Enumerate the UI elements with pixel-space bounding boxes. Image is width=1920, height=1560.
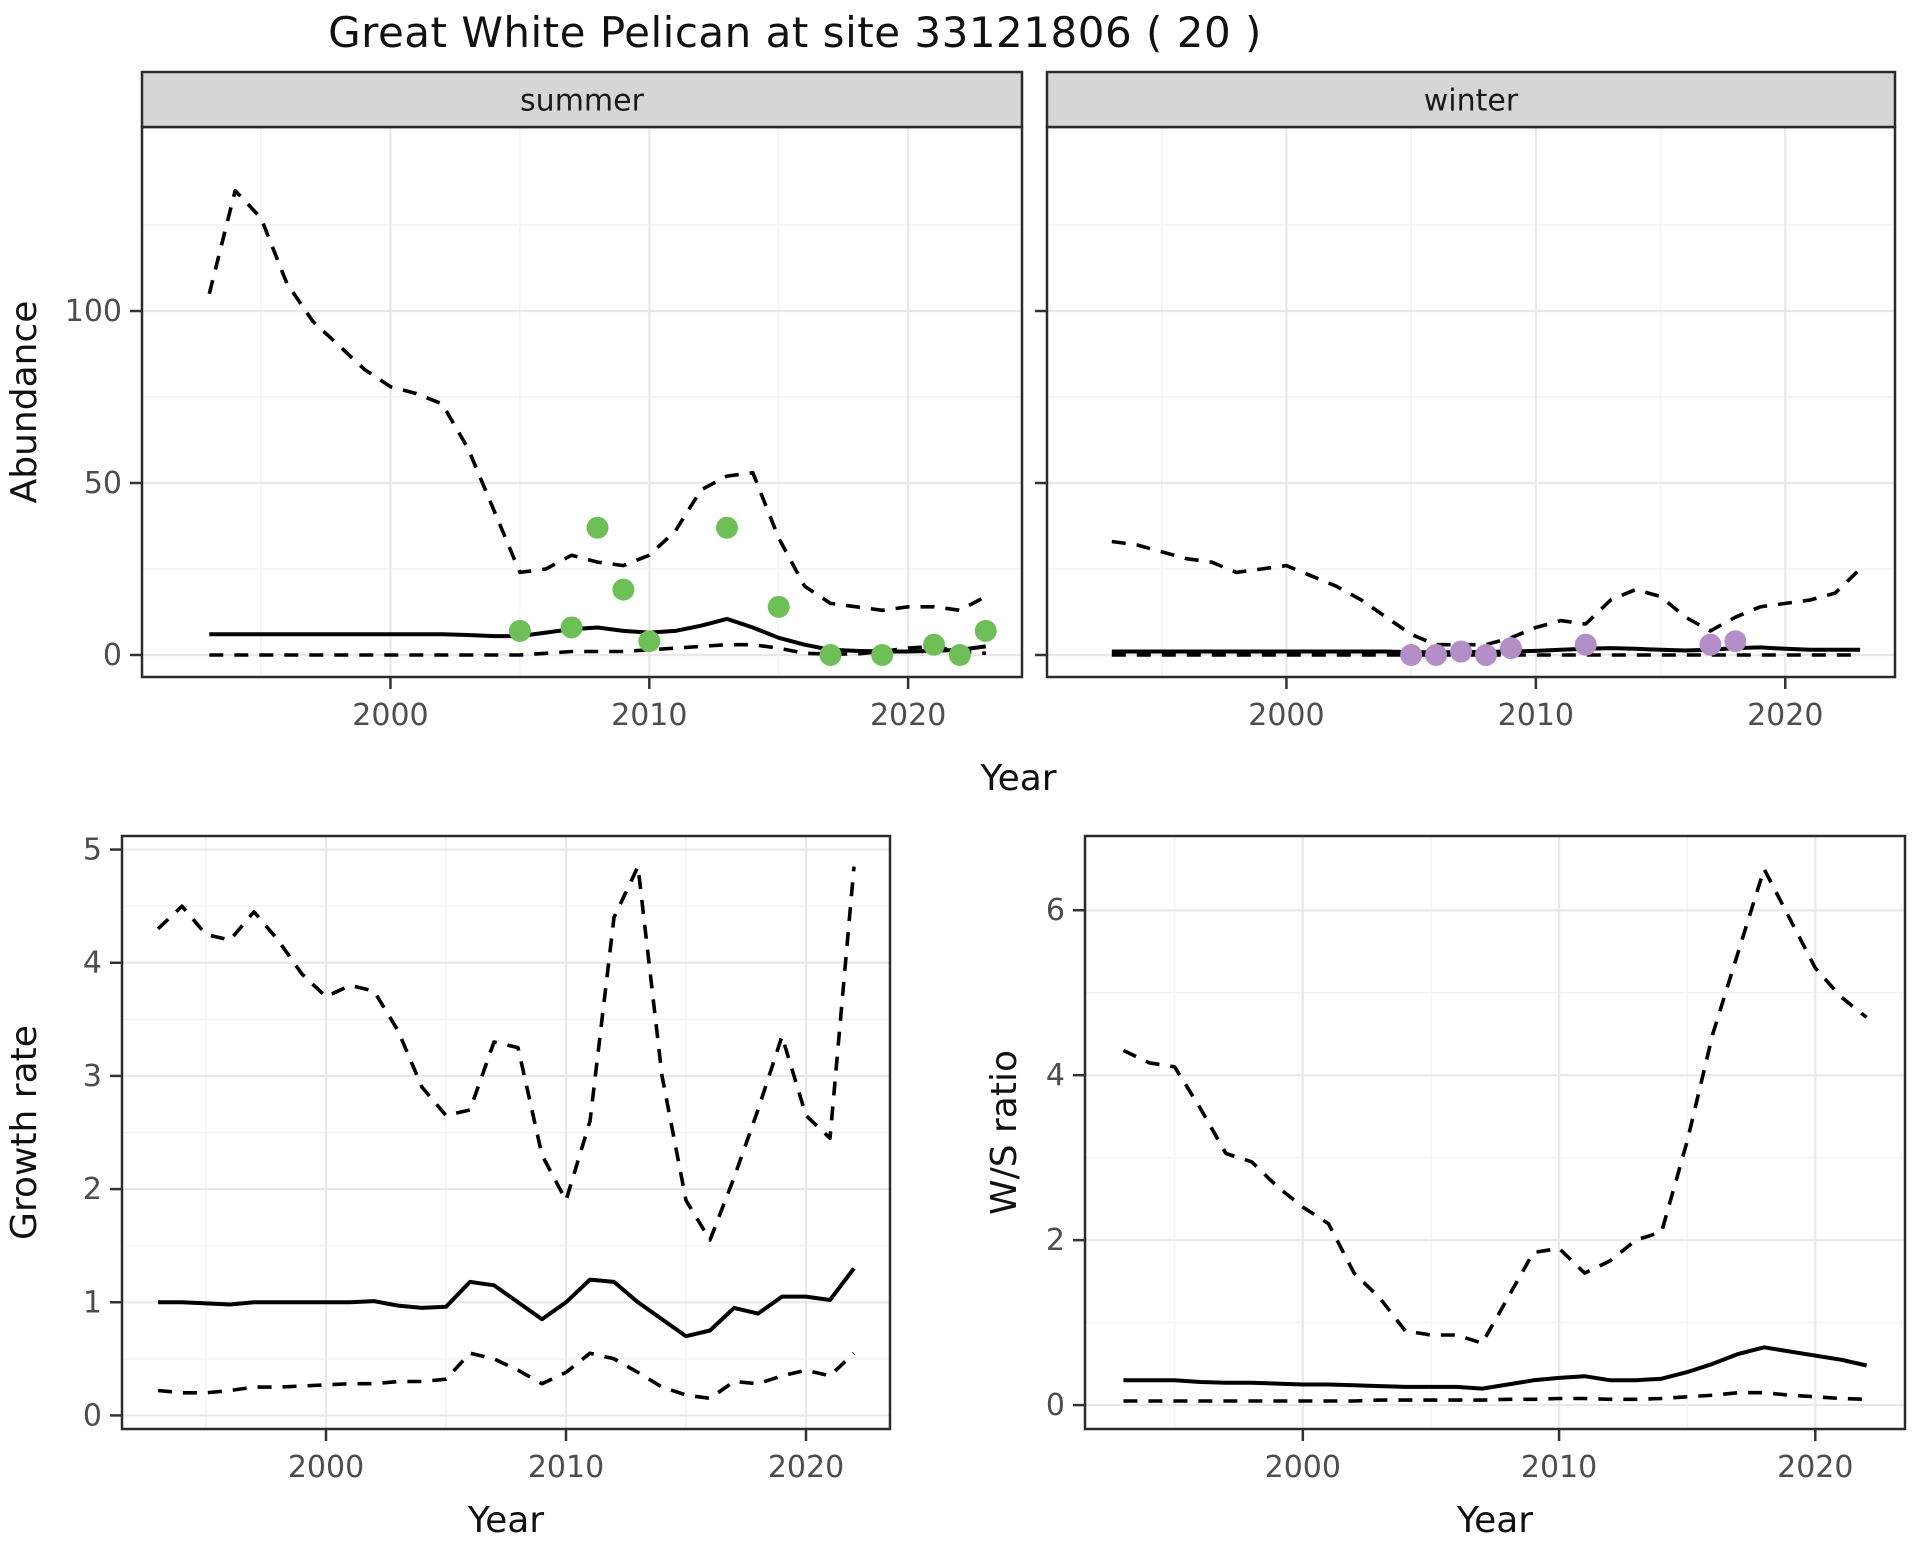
- upper-ci-line: [1111, 539, 1862, 647]
- x-tick-label: 2010: [528, 1450, 604, 1485]
- x-tick-label: 2020: [768, 1450, 844, 1485]
- x-tick-label: 2000: [352, 698, 428, 733]
- panel-abundance-winter: 2000 2010 2020 winter: [1035, 70, 1897, 733]
- y-tick-label: 4: [1046, 1058, 1065, 1093]
- data-point-observed-counts-summer: [638, 630, 661, 653]
- panel-ws-ratio: 2000 2010 2020 0 2 4 6 W/S ratio Year: [984, 834, 1907, 1541]
- facet-strip-label: summer: [520, 84, 645, 119]
- data-point-observed-counts-summer: [948, 643, 971, 666]
- y-tick-label: 3: [83, 1059, 102, 1094]
- data-point-observed-counts-winter: [1425, 643, 1448, 666]
- facet-strip: [140, 70, 1024, 129]
- y-tick-label: 0: [103, 638, 122, 673]
- x-tick-label: 2010: [611, 698, 687, 733]
- estimate-line: [158, 1267, 856, 1339]
- shared-x-axis-title: Year: [979, 758, 1056, 799]
- y-tick-label: 0: [83, 1398, 102, 1433]
- estimate-line: [209, 616, 987, 654]
- y-tick-label: 0: [1046, 1388, 1065, 1423]
- x-tick-label: 2010: [1498, 698, 1574, 733]
- lower-ci-line: [209, 642, 986, 657]
- panel-background: [1085, 836, 1905, 1429]
- y-tick-label: 6: [1046, 893, 1065, 928]
- y-tick-label: 100: [65, 294, 122, 329]
- data-point-observed-counts-summer: [923, 633, 945, 656]
- upper-ci-line: [207, 188, 987, 613]
- data-point-observed-counts-summer: [974, 619, 997, 642]
- x-tick-label: 2000: [288, 1450, 364, 1485]
- panel-border: [120, 834, 892, 1431]
- data-point-observed-counts-winter: [1499, 637, 1522, 660]
- y-tick-label: 50: [84, 466, 122, 501]
- y-tick-label: 4: [83, 946, 102, 981]
- data-point-observed-counts-summer: [871, 643, 894, 666]
- data-point-observed-counts-summer: [819, 643, 842, 666]
- data-point-observed-counts-winter: [1724, 630, 1747, 653]
- y-tick-label: 2: [1046, 1223, 1065, 1258]
- x-axis-title: Year: [1456, 1500, 1533, 1541]
- x-tick-label: 2020: [1747, 698, 1823, 733]
- data-point-observed-counts-winter: [1450, 640, 1473, 663]
- data-point-observed-counts-summer: [767, 595, 790, 618]
- data-point-observed-counts-winter: [1574, 633, 1597, 656]
- facet-strip: [1045, 70, 1897, 129]
- facet-strip-label: winter: [1424, 84, 1519, 119]
- panel-background: [142, 127, 1022, 677]
- estimate-line: [1123, 1345, 1868, 1391]
- data-point-observed-counts-summer: [715, 516, 738, 539]
- data-point-observed-counts-summer: [508, 619, 531, 642]
- x-tick-label: 2000: [1265, 1450, 1341, 1485]
- x-tick-label: 2020: [870, 698, 946, 733]
- panel-background: [1047, 127, 1895, 677]
- panel-border: [1083, 834, 1907, 1431]
- y-axis-title: Growth rate: [4, 1025, 45, 1240]
- data-point-observed-counts-summer: [612, 578, 635, 601]
- data-point-observed-counts-summer: [560, 616, 583, 639]
- panel-abundance-summer: 2000 2010 2020 0 50 100 summer Abundance: [4, 70, 1024, 733]
- x-tick-label: 2010: [1521, 1450, 1597, 1485]
- upper-ci-line: [1122, 867, 1868, 1345]
- y-tick-label: 1: [83, 1285, 102, 1320]
- data-point-observed-counts-winter: [1474, 643, 1497, 666]
- y-tick-label: 5: [83, 833, 102, 868]
- panel-growth-rate: 2000 2010 2020 0 1 2 3 4 5 Growth rate Year: [4, 833, 892, 1541]
- y-axis-title: W/S ratio: [984, 1050, 1025, 1215]
- lower-ci-line: [157, 1351, 856, 1401]
- y-axis-title: Abundance: [4, 301, 45, 504]
- data-point-observed-counts-winter: [1400, 643, 1423, 666]
- plot-title: Great White Pelican at site 33121806 ( 2…: [328, 8, 1262, 57]
- y-tick-label: 2: [83, 1172, 102, 1207]
- x-tick-label: 2000: [1248, 698, 1324, 733]
- data-point-observed-counts-summer: [586, 516, 609, 539]
- data-point-observed-counts-winter: [1699, 633, 1722, 656]
- x-tick-label: 2020: [1777, 1450, 1853, 1485]
- upper-ci-line: [156, 864, 856, 1242]
- x-axis-title: Year: [467, 1500, 544, 1541]
